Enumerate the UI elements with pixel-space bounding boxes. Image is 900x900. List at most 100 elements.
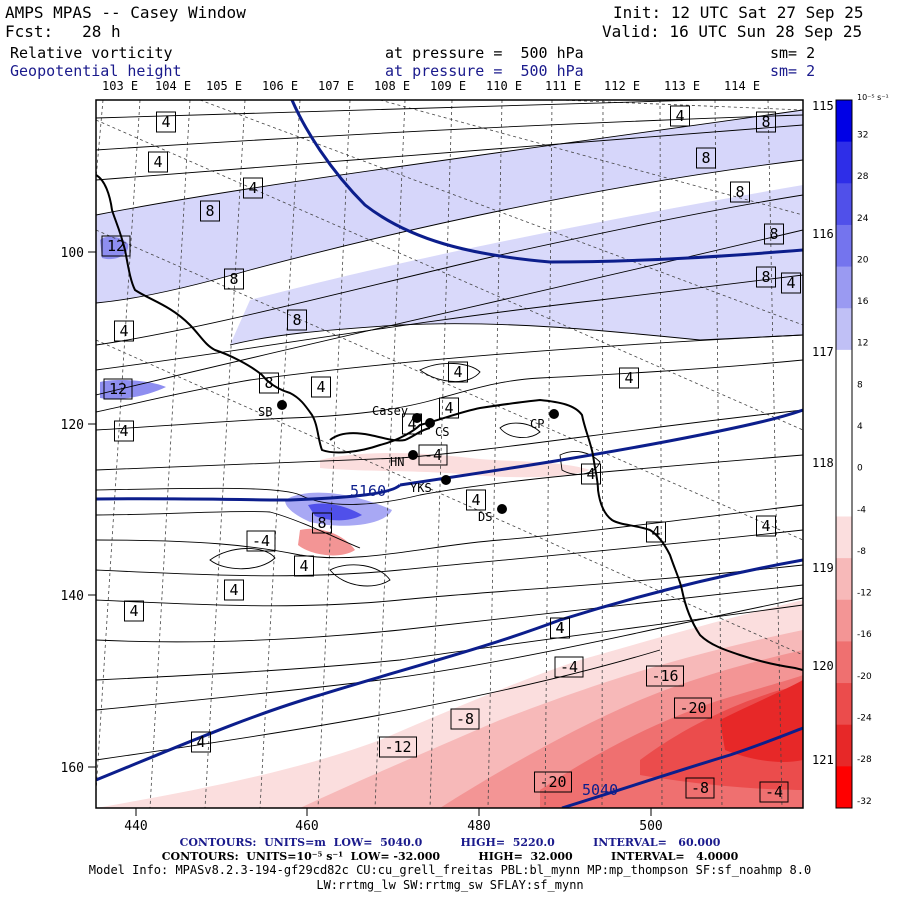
vorticity-label-box: [418, 444, 448, 466]
vorticity-label: -8: [691, 779, 709, 797]
station-label: Casey: [372, 404, 408, 418]
vorticity-label: 4: [196, 733, 205, 751]
lon-label: 114 E: [724, 79, 760, 93]
vorticity-label: 8: [205, 202, 214, 220]
model-info: Model Info: MPASv8.2.3-194-gf29cd82c CU:…: [88, 863, 812, 877]
vorticity-label: 4: [248, 179, 257, 197]
vorticity-label: -4: [252, 532, 270, 550]
colorbar-swatch: [836, 766, 852, 809]
coastline: [329, 427, 431, 442]
vorticity-label-box: [101, 235, 131, 257]
vorticity-label-box: [156, 111, 176, 133]
vorticity-label-box: [466, 489, 486, 511]
station-dot-cs[interactable]: [425, 418, 435, 428]
station-dot-cp[interactable]: [549, 409, 559, 419]
station-label: HN: [390, 455, 404, 469]
station-markers: [277, 400, 559, 514]
vorticity-label: 12: [109, 380, 127, 398]
vorticity-label: 4: [624, 369, 633, 387]
colorbar-label: -24: [857, 714, 872, 724]
field2-level: at pressure = 500 hPa: [385, 62, 584, 80]
vorticity-label: 4: [299, 557, 308, 575]
positive-vorticity-band: [96, 110, 803, 303]
vorticity-label: 4: [129, 602, 138, 620]
vorticity-label: 8: [317, 514, 326, 532]
vorticity-label: 4: [651, 523, 660, 541]
vorticity-label-box: [674, 697, 712, 719]
station-dot-sb[interactable]: [277, 400, 287, 410]
colorbar-label: 16: [857, 297, 869, 307]
vorticity-label-box: [200, 200, 220, 222]
lon-label: 104 E: [155, 79, 191, 93]
height-labels: 5160 5040: [350, 482, 618, 799]
vorticity-label-box: [312, 512, 332, 534]
vorticity-label: 4: [316, 378, 325, 396]
vorticity-label-box: [685, 777, 715, 799]
height-label: 5040: [582, 781, 618, 799]
colorbar: 32 28 24 20 16 12 8 4 0 -4 -8 -12 -16 -20 -24 -28 -32: [835, 99, 872, 809]
y-axis: 100 120 140 160: [61, 246, 96, 776]
vorticity-label-box: [379, 736, 417, 758]
colorbar-label: -12: [857, 589, 872, 599]
negative-vorticity-area: [320, 453, 590, 478]
station-label: CS: [435, 425, 449, 439]
vorticity-label: -16: [651, 667, 678, 685]
vorticity-label: -4: [424, 446, 442, 464]
positive-vorticity-core: [100, 379, 166, 400]
vorticity-label: -20: [539, 773, 566, 791]
station-label: DS: [478, 510, 492, 524]
negative-vorticity-area: [298, 528, 355, 556]
init-time: Init: 12 UTC Sat 27 Sep 25: [613, 3, 864, 22]
vorticity-label: -4: [765, 783, 783, 801]
vorticity-label-box: [224, 579, 244, 601]
vorticity-label-box: [287, 309, 307, 331]
colorbar-label: 8: [857, 380, 863, 390]
lon-label: 111 E: [545, 79, 581, 93]
vorticity-label: 8: [229, 270, 238, 288]
vorticity-label-box: [114, 420, 134, 442]
vorticity-label-box: [448, 361, 468, 383]
vorticity-label-box: [581, 463, 601, 485]
colorbar-label: -8: [857, 547, 866, 557]
forecast-hour: Fcst: 28 h: [5, 22, 121, 41]
vorticity-label: 4: [555, 619, 564, 637]
lon-label: 105 E: [206, 79, 242, 93]
vorticity-label-box: [259, 372, 279, 394]
lon-label: 108 E: [374, 79, 410, 93]
valid-time: Valid: 16 UTC Sun 28 Sep 25: [602, 22, 863, 41]
vorticity-label: -8: [456, 710, 474, 728]
lon-label: 106 E: [262, 79, 298, 93]
field1-level: at pressure = 500 hPa: [385, 44, 584, 62]
colorbar-swatch: [836, 724, 852, 767]
station-dot-yks[interactable]: [441, 475, 451, 485]
vorticity-label-box: [670, 105, 690, 127]
vorticity-label: 4: [161, 113, 170, 131]
station-dot-ds[interactable]: [497, 504, 507, 514]
colorbar-swatch: [836, 641, 852, 684]
vorticity-label-box: [764, 223, 784, 245]
station-label: SB: [258, 405, 272, 419]
field2-smooth: sm= 2: [770, 62, 816, 80]
lon-label: 109 E: [430, 79, 466, 93]
colorbar-label: 20: [857, 255, 869, 265]
y-tick-label: 120: [61, 418, 84, 433]
vorticity-label-box: [756, 515, 776, 537]
lon-label: 107 E: [318, 79, 354, 93]
vorticity-label: 8: [292, 311, 301, 329]
station-dot-casey[interactable]: [412, 413, 422, 423]
lon-label: 113 E: [664, 79, 700, 93]
vorticity-label: 8: [735, 183, 744, 201]
positive-vorticity-band: [230, 185, 803, 345]
station-dot-hn[interactable]: [408, 450, 418, 460]
x-tick-label: 440: [124, 819, 147, 834]
colorbar-label: 4: [857, 422, 863, 432]
colorbar-label: 28: [857, 172, 869, 182]
colorbar-label: -20: [857, 672, 872, 682]
vorticity-label-box: [294, 555, 314, 577]
colorbar-swatch: [836, 474, 852, 517]
vorticity-label: 8: [264, 374, 273, 392]
vorticity-label-box: [246, 530, 276, 552]
colorbar-label: 32: [857, 130, 868, 140]
